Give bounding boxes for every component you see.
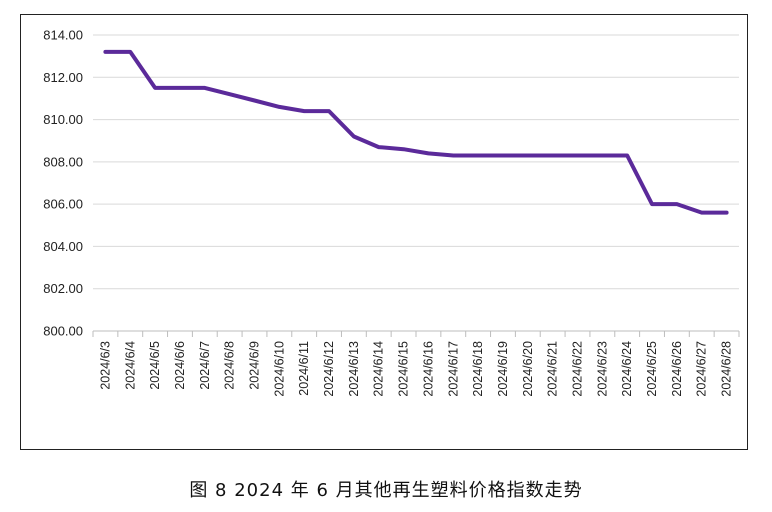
x-tick-label: 2024/6/25 (645, 341, 659, 397)
x-tick-label: 2024/6/28 (720, 341, 734, 397)
x-tick-label: 2024/6/22 (571, 341, 585, 397)
x-tick-label: 2024/6/9 (248, 341, 262, 390)
y-tick-label: 812.00 (43, 70, 83, 85)
x-tick-label: 2024/6/12 (322, 341, 336, 397)
x-tick-label: 2024/6/4 (123, 341, 137, 390)
y-tick-label: 806.00 (43, 197, 83, 212)
x-tick-label: 2024/6/13 (347, 341, 361, 397)
x-tick-label: 2024/6/10 (272, 341, 286, 397)
x-tick-label: 2024/6/16 (421, 341, 435, 397)
x-tick-label: 2024/6/6 (173, 341, 187, 390)
x-tick-label: 2024/6/20 (521, 341, 535, 397)
figure-caption: 图 8 2024 年 6 月其他再生塑料价格指数走势 (189, 480, 583, 501)
x-tick-label: 2024/6/24 (620, 341, 634, 397)
x-tick-label: 2024/6/15 (397, 341, 411, 397)
x-tick-label: 2024/6/26 (670, 341, 684, 397)
x-tick-labels: 2024/6/3 2024/6/4 2024/6/5 2024/6/6 2024/6/7… (98, 341, 733, 397)
chart-frame: 800.00 802.00 804.00 806.00 808.00 810.00 812.… (20, 14, 748, 450)
x-tick-label: 2024/6/5 (148, 341, 162, 390)
y-tick-label: 802.00 (43, 281, 83, 296)
x-tick-label: 2024/6/8 (223, 341, 237, 390)
x-tick-label: 2024/6/27 (695, 341, 709, 397)
x-axis (92, 331, 740, 337)
y-tick-label: 808.00 (43, 154, 83, 169)
x-tick-label: 2024/6/11 (297, 341, 311, 396)
x-tick-label: 2024/6/23 (595, 341, 609, 397)
gridlines (93, 34, 739, 332)
line-chart: 800.00 802.00 804.00 806.00 808.00 810.00 812.… (43, 28, 740, 397)
y-tick-label: 804.00 (43, 239, 83, 254)
x-tick-label: 2024/6/3 (98, 341, 112, 390)
y-tick-labels: 800.00 802.00 804.00 806.00 808.00 810.00 812.… (43, 28, 83, 339)
y-tick-label: 814.00 (43, 28, 83, 43)
x-tick-label: 2024/6/19 (496, 341, 510, 397)
x-tick-label: 2024/6/7 (198, 341, 212, 390)
y-tick-label: 810.00 (43, 112, 83, 127)
x-tick-label: 2024/6/14 (372, 341, 386, 397)
x-tick-label: 2024/6/17 (446, 341, 460, 397)
x-tick-label: 2024/6/18 (471, 341, 485, 397)
x-tick-label: 2024/6/21 (546, 341, 560, 397)
series-layer (103, 49, 729, 215)
series-line (103, 49, 729, 215)
y-tick-label: 800.00 (43, 324, 83, 339)
